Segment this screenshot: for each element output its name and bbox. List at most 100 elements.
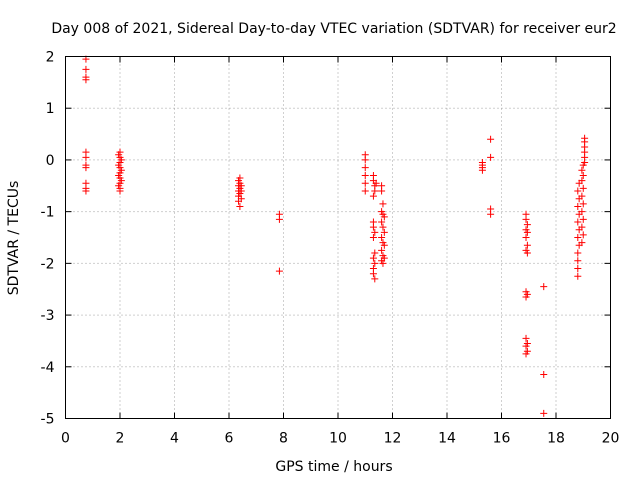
data-point bbox=[115, 161, 123, 169]
x-tick-label: 20 bbox=[602, 431, 620, 447]
x-axis-tick-labels: 0 2 4 6 8 10 12 14 16 18 20 bbox=[61, 431, 619, 447]
data-point bbox=[574, 187, 582, 195]
data-point bbox=[379, 200, 387, 208]
data-point bbox=[379, 223, 387, 231]
data-point bbox=[82, 65, 90, 73]
data-point bbox=[361, 171, 369, 179]
x-axis-label: GPS time / hours bbox=[275, 459, 392, 475]
data-point bbox=[82, 164, 90, 172]
y-tick-label: 2 bbox=[46, 50, 55, 66]
data-point bbox=[578, 166, 586, 174]
data-point bbox=[522, 350, 530, 358]
chart-title: Day 008 of 2021, Sidereal Day-to-day VTE… bbox=[51, 21, 616, 37]
data-point bbox=[523, 241, 531, 249]
data-point bbox=[236, 202, 244, 210]
y-axis-tick-labels: -5 -4 -3 -2 -1 0 1 2 bbox=[41, 50, 55, 428]
data-point bbox=[579, 200, 587, 208]
y-tick-label: -1 bbox=[41, 205, 55, 221]
data-point bbox=[378, 218, 386, 226]
data-point bbox=[578, 239, 586, 247]
data-point bbox=[380, 241, 388, 249]
data-point bbox=[275, 267, 283, 275]
y-tick-label: 0 bbox=[46, 153, 55, 169]
data-point bbox=[371, 187, 379, 195]
x-tick-label: 14 bbox=[438, 431, 456, 447]
x-tick-label: 0 bbox=[61, 431, 70, 447]
data-points bbox=[82, 55, 589, 417]
x-tick-label: 8 bbox=[279, 431, 288, 447]
data-point bbox=[574, 249, 582, 257]
data-point bbox=[369, 234, 377, 241]
data-point bbox=[574, 265, 582, 273]
y-tick-label: 1 bbox=[46, 101, 55, 117]
data-point bbox=[579, 231, 587, 239]
data-point bbox=[369, 223, 377, 231]
data-point bbox=[578, 192, 586, 200]
data-point bbox=[380, 213, 388, 221]
data-point bbox=[478, 166, 486, 174]
data-point bbox=[371, 259, 379, 267]
data-point bbox=[371, 275, 379, 283]
data-point bbox=[523, 221, 531, 229]
data-point bbox=[237, 195, 245, 203]
data-point bbox=[540, 371, 548, 379]
data-point bbox=[574, 257, 582, 265]
data-point bbox=[378, 187, 386, 195]
grid-lines bbox=[65, 56, 611, 419]
data-point bbox=[579, 184, 587, 192]
data-point bbox=[275, 215, 283, 223]
data-point bbox=[522, 342, 530, 350]
data-point bbox=[116, 187, 124, 195]
data-point bbox=[115, 171, 123, 179]
data-point bbox=[523, 249, 531, 257]
data-point bbox=[378, 246, 386, 254]
x-tick-label: 18 bbox=[547, 431, 565, 447]
data-point bbox=[115, 182, 123, 190]
data-point bbox=[372, 179, 380, 187]
data-point bbox=[82, 187, 90, 195]
x-tick-label: 4 bbox=[170, 431, 179, 447]
data-point bbox=[369, 254, 377, 262]
data-point bbox=[369, 192, 377, 200]
data-point bbox=[540, 409, 548, 417]
data-point bbox=[117, 166, 125, 174]
x-tick-label: 12 bbox=[384, 431, 402, 447]
data-point bbox=[578, 208, 586, 216]
data-point bbox=[115, 151, 123, 159]
x-tick-label: 2 bbox=[116, 431, 125, 447]
data-point bbox=[522, 215, 530, 223]
data-point bbox=[522, 234, 530, 241]
data-point bbox=[378, 234, 386, 241]
data-point bbox=[522, 293, 530, 301]
data-point bbox=[523, 228, 531, 236]
data-point bbox=[540, 283, 548, 291]
data-point bbox=[574, 202, 582, 210]
data-point bbox=[574, 218, 582, 226]
x-tick-label: 16 bbox=[493, 431, 511, 447]
data-point bbox=[371, 249, 379, 257]
data-point bbox=[574, 234, 582, 241]
data-point bbox=[379, 259, 387, 267]
data-point bbox=[361, 156, 369, 164]
data-point bbox=[487, 135, 495, 143]
data-point bbox=[117, 177, 125, 185]
y-tick-label: -3 bbox=[41, 308, 55, 324]
x-tick-label: 10 bbox=[329, 431, 347, 447]
data-point bbox=[574, 272, 582, 280]
data-point bbox=[369, 270, 377, 278]
data-point bbox=[487, 153, 495, 161]
data-point bbox=[82, 153, 90, 161]
data-point bbox=[237, 187, 245, 195]
data-point bbox=[371, 228, 379, 236]
data-point bbox=[579, 171, 587, 179]
y-tick-label: -5 bbox=[41, 412, 55, 428]
plot-frame bbox=[65, 56, 611, 419]
data-point bbox=[578, 223, 586, 231]
data-point bbox=[117, 156, 125, 164]
data-point bbox=[578, 177, 586, 185]
data-point bbox=[380, 228, 388, 236]
data-point bbox=[361, 179, 369, 187]
y-tick-label: -2 bbox=[41, 256, 55, 272]
y-axis-label: SDTVAR / TECUs bbox=[6, 181, 22, 296]
data-point bbox=[487, 210, 495, 218]
